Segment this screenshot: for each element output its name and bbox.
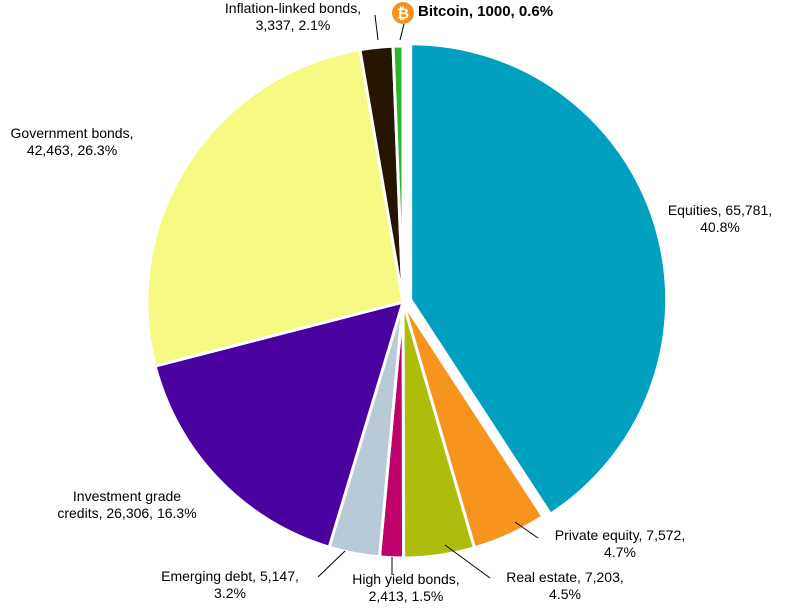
slice-label-line: Equities, 65,781, (668, 202, 772, 218)
slice-label-line: 3.2% (214, 585, 246, 601)
leader-line-real-estate (444, 544, 491, 579)
bitcoin-icon-disc (392, 2, 414, 24)
slice-label-line: 3,337, 2.1% (256, 17, 331, 33)
slice-label-inflation-linked-bonds: Inflation-linked bonds, 3,337, 2.1% (225, 0, 361, 33)
slice-label-government-bonds: Government bonds, 42,463, 26.3% (11, 125, 134, 158)
leader-line-bitcoin (399, 23, 405, 41)
slice-label-line: Inflation-linked bonds, (225, 0, 361, 16)
slice-label-line: 2,413, 1.5% (369, 588, 444, 604)
slice-label-line: High yield bonds, (352, 571, 459, 587)
slice-label-bitcoin: Bitcoin, 1000, 0.6% (418, 3, 553, 20)
bitcoin-icon: ₿ (392, 2, 414, 24)
slice-label-line: Emerging debt, 5,147, (161, 568, 299, 584)
slice-label-line: 42,463, 26.3% (27, 142, 117, 158)
slice-label-line: Private equity, 7,572, (555, 527, 685, 543)
slice-label-real-estate: Real estate, 7,203, 4.5% (506, 569, 624, 602)
leader-line-emerging-debt (317, 550, 346, 578)
leader-line-inflation-linked-bonds (374, 14, 379, 41)
slice-label-line: Investment grade (73, 488, 181, 504)
pie-slice-investment-grade-credits (153, 300, 405, 549)
pie-slice-equities (409, 42, 669, 516)
slice-label-line: Government bonds, (11, 125, 134, 141)
pie-slice-bitcoin (391, 44, 405, 304)
slice-label-private-equity: Private equity, 7,572, 4.7% (555, 527, 685, 560)
slice-label-line: 4.7% (604, 544, 636, 560)
slice-label-investment-grade-credits: Investment grade credits, 26,306, 16.3% (57, 488, 196, 521)
slice-label-line: 4.5% (549, 586, 581, 602)
slice-label-line: Real estate, 7,203, (506, 569, 624, 585)
pie-labels: Equities, 65,781, 40.8% Private equity, 7,… (11, 0, 773, 604)
slice-label-emerging-debt: Emerging debt, 5,147, 3.2% (161, 568, 299, 601)
slice-label-line: Bitcoin, 1000, 0.6% (418, 3, 553, 20)
pie-slice-government-bonds (145, 48, 405, 368)
leader-line-private-equity (514, 521, 539, 539)
slice-label-line: credits, 26,306, 16.3% (57, 505, 196, 521)
slice-label-equities: Equities, 65,781, 40.8% (668, 202, 772, 235)
slice-label-high-yield-bonds: High yield bonds, 2,413, 1.5% (352, 571, 459, 604)
bitcoin-icon-glyph: ₿ (397, 5, 409, 23)
slice-label-line: 40.8% (700, 219, 740, 235)
pie-slices (145, 42, 669, 560)
